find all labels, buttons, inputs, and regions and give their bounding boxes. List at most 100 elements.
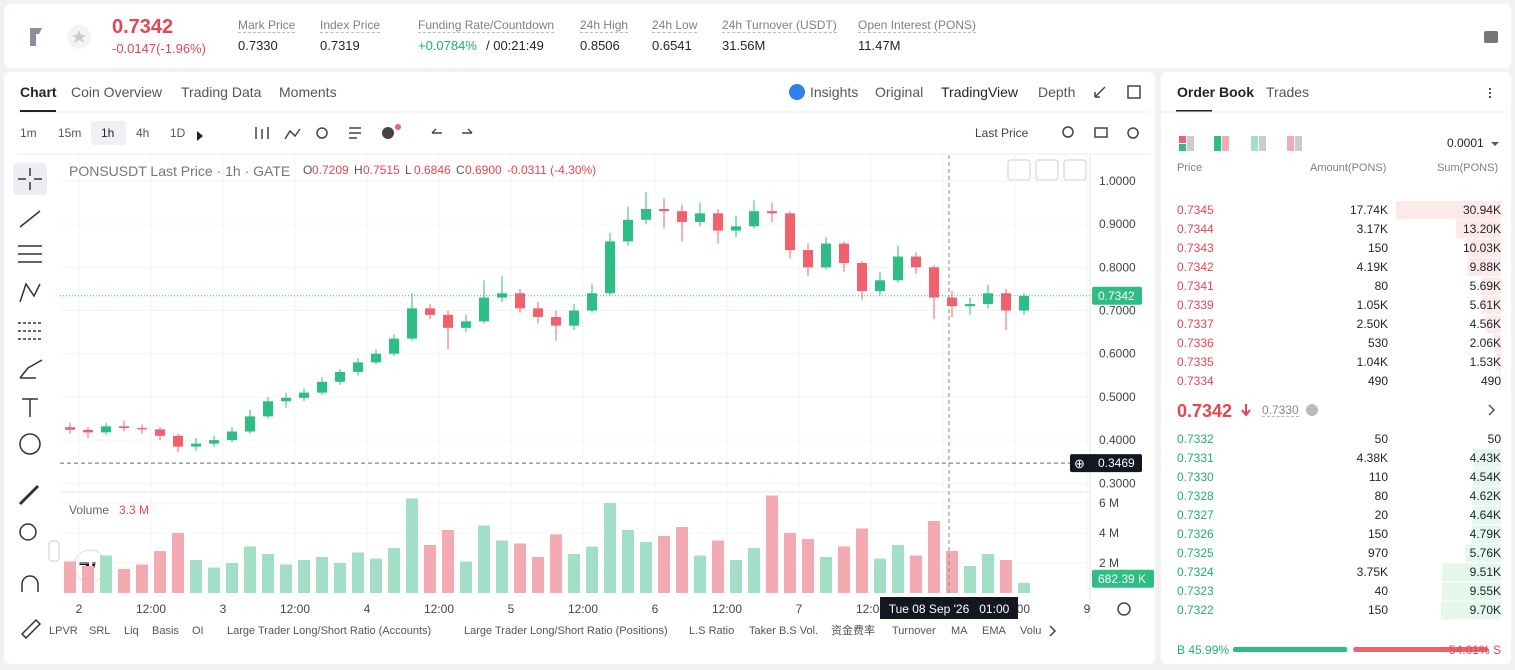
tool-fib[interactable] <box>18 245 42 263</box>
indicator[interactable]: Liq <box>124 625 139 637</box>
sell-ratio: 54.01% S <box>1448 643 1501 657</box>
info-icon[interactable] <box>1306 404 1318 416</box>
panel-toggle[interactable] <box>48 540 60 562</box>
view-tab[interactable]: Insights <box>810 84 859 100</box>
tab[interactable]: Moments <box>279 84 337 100</box>
view-tab[interactable]: Original <box>875 84 924 100</box>
tool-brush[interactable] <box>19 359 43 379</box>
stat-value: 11.47M <box>858 38 901 53</box>
indicator[interactable]: Taker B.S Vol. <box>749 625 819 637</box>
layout-icon[interactable] <box>1127 85 1141 99</box>
tab[interactable]: Coin Overview <box>71 84 163 100</box>
volume-bar <box>802 539 815 593</box>
tool-pattern[interactable] <box>19 282 41 303</box>
ob-price[interactable]: 0.7345 <box>1177 203 1214 217</box>
tool-projection[interactable] <box>18 322 42 340</box>
tool-crosshair[interactable] <box>18 168 42 190</box>
price-type[interactable]: Last Price <box>975 126 1029 140</box>
ob-price[interactable]: 0.7324 <box>1177 565 1214 580</box>
scroll-down-btn[interactable] <box>1007 159 1031 181</box>
ob-price[interactable]: 0.7336 <box>1177 336 1214 351</box>
ob-price[interactable]: 0.7342 <box>1177 260 1214 275</box>
ob-price[interactable]: 0.7331 <box>1177 451 1214 466</box>
ob-price[interactable]: 0.7326 <box>1177 527 1214 542</box>
tool-ruler[interactable] <box>18 484 40 506</box>
tool-zoom[interactable] <box>19 523 37 541</box>
ob-price[interactable]: 0.7334 <box>1177 374 1214 389</box>
fit-btn[interactable] <box>1063 159 1087 181</box>
favorite-star[interactable] <box>66 24 92 50</box>
ob-price[interactable]: 0.7325 <box>1177 546 1214 561</box>
indicator[interactable]: L.S Ratio <box>689 625 735 637</box>
more-arrow[interactable] <box>1488 404 1496 416</box>
add-icon[interactable] <box>382 127 394 139</box>
volume-bar <box>640 542 653 593</box>
interval[interactable]: 1m <box>20 126 37 140</box>
search-icon[interactable] <box>1062 126 1074 138</box>
ob-price[interactable]: 0.7322 <box>1177 603 1214 618</box>
ob-tab[interactable]: Order Book <box>1177 84 1255 100</box>
tool-crosshair-bg[interactable] <box>13 163 47 195</box>
indicator[interactable]: MA <box>951 625 968 637</box>
ob-price[interactable]: 0.7341 <box>1177 279 1214 294</box>
ob-price[interactable]: 0.7328 <box>1177 489 1214 504</box>
precision-dropdown[interactable] <box>1491 142 1499 146</box>
indicator[interactable]: Basis <box>152 625 179 637</box>
view-tab[interactable]: TradingView <box>941 84 1019 100</box>
ob-tab[interactable]: Trades <box>1266 84 1310 100</box>
mode-both[interactable] <box>1179 136 1186 143</box>
indicator[interactable]: Volu <box>1020 625 1042 637</box>
ob-price[interactable]: 0.7343 <box>1177 241 1214 256</box>
interval[interactable]: 1D <box>170 126 186 140</box>
ob-price[interactable]: 0.7344 <box>1177 222 1214 237</box>
volume-bar <box>568 554 581 593</box>
snapshot-icon[interactable] <box>1094 127 1108 138</box>
indicator[interactable]: LPVR <box>49 625 78 637</box>
indicator[interactable]: EMA <box>982 625 1006 637</box>
ob-price[interactable]: 0.7339 <box>1177 298 1214 313</box>
ob-price[interactable]: 0.7337 <box>1177 317 1214 332</box>
template-icon[interactable] <box>349 127 361 139</box>
indicator[interactable]: OI <box>192 625 204 637</box>
ob-price[interactable]: 0.7330 <box>1177 470 1214 485</box>
indicator-icon[interactable] <box>284 128 301 140</box>
replay-icon[interactable] <box>316 127 328 139</box>
interval[interactable]: 1h <box>101 126 115 140</box>
ob-price[interactable]: 0.7332 <box>1177 432 1214 446</box>
volume-bar <box>658 536 671 593</box>
chart-type-icon[interactable] <box>255 127 269 139</box>
view-tab[interactable]: Depth <box>1038 84 1076 100</box>
precision[interactable]: 0.0001 <box>1447 136 1484 150</box>
volume-title: Volume <box>69 503 109 517</box>
interval-dropdown[interactable] <box>197 131 203 141</box>
interval[interactable]: 4h <box>136 126 150 140</box>
mode-depth[interactable] <box>1287 136 1294 151</box>
settings-icon[interactable] <box>1127 127 1139 139</box>
more-indicators[interactable] <box>1049 625 1057 637</box>
collapse-btn[interactable] <box>1035 159 1059 181</box>
tab[interactable]: Trading Data <box>181 84 262 100</box>
indicator[interactable]: Large Trader Long/Short Ratio (Positions… <box>464 625 668 637</box>
mode-bids[interactable] <box>1214 136 1221 151</box>
indicator[interactable]: Turnover <box>892 625 936 637</box>
tab[interactable]: Chart <box>20 84 57 100</box>
tool-lock[interactable] <box>20 618 42 640</box>
ob-price[interactable]: 0.7335 <box>1177 355 1214 370</box>
mode-asks[interactable] <box>1251 136 1258 151</box>
expand-icon[interactable] <box>1094 86 1106 98</box>
tool-emoji[interactable] <box>19 433 41 455</box>
tool-text[interactable] <box>22 398 38 417</box>
ob-price[interactable]: 0.7327 <box>1177 508 1214 523</box>
ob-price[interactable]: 0.7323 <box>1177 584 1214 599</box>
undo-icon[interactable] <box>431 128 442 134</box>
redo-icon[interactable] <box>462 128 473 134</box>
indicator[interactable]: 资金费率 <box>831 625 875 637</box>
tool-magnet[interactable] <box>21 575 39 592</box>
x-tick-label: 12:00 <box>280 602 310 616</box>
tool-line[interactable] <box>19 210 41 228</box>
indicator[interactable]: Large Trader Long/Short Ratio (Accounts) <box>227 625 432 637</box>
interval[interactable]: 15m <box>58 126 82 140</box>
menu-icon[interactable] <box>1482 28 1500 46</box>
indicator[interactable]: SRL <box>89 625 111 637</box>
axis-settings[interactable] <box>1117 602 1131 616</box>
